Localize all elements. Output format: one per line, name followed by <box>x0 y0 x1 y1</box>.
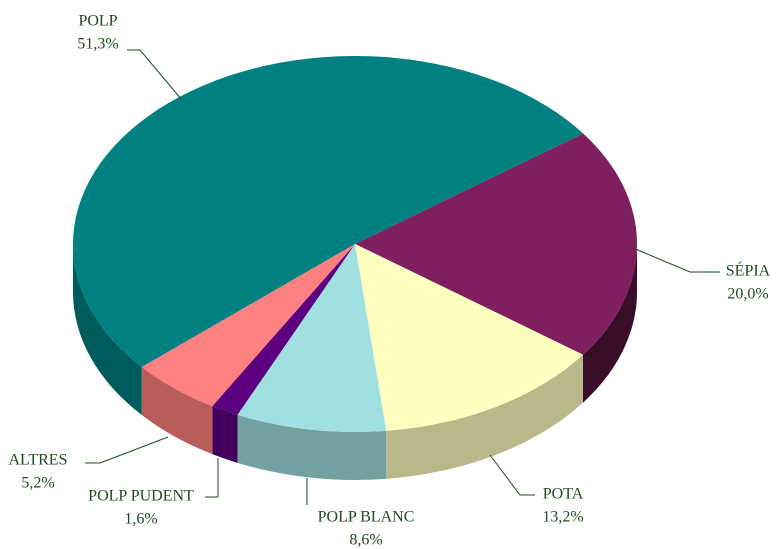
slice-side <box>582 244 637 403</box>
leader-line <box>205 458 219 498</box>
leader-line <box>632 247 720 273</box>
slice-value-label: 13,2% <box>542 509 583 526</box>
slice-value-label: 5,2% <box>21 475 54 492</box>
slice-label: POLP PUDENT <box>88 488 194 505</box>
slice-side <box>237 414 387 480</box>
slice-value-label: 1,6% <box>124 511 157 528</box>
slice-side <box>212 406 238 463</box>
slice-side <box>141 367 213 455</box>
slice <box>73 56 584 368</box>
pie-sides <box>73 244 637 480</box>
slice-side <box>386 354 583 479</box>
slice-value-label: 8,6% <box>349 532 382 549</box>
slice <box>237 244 387 432</box>
slice-label: POLP <box>78 13 117 30</box>
slice <box>141 244 355 407</box>
leader-line <box>489 454 535 496</box>
slice-label: POLP BLANC <box>318 509 415 526</box>
slice <box>355 133 637 355</box>
leader-line <box>127 49 183 101</box>
slice <box>212 244 355 415</box>
slice <box>355 244 583 431</box>
slice-value-label: 20,0% <box>727 286 768 303</box>
slice-value-label: 51,3% <box>77 36 118 53</box>
labels: SÉPIA 20,0% POTA 13,2% POLP BLANC 8,6% POLP PU… <box>9 13 771 549</box>
slice-side <box>73 244 142 416</box>
leader-line <box>85 436 169 464</box>
pie-tops <box>73 56 637 432</box>
slice-label: POTA <box>543 486 584 503</box>
slice-label: ALTRES <box>9 452 68 469</box>
slice-label: SÉPIA <box>726 261 771 280</box>
